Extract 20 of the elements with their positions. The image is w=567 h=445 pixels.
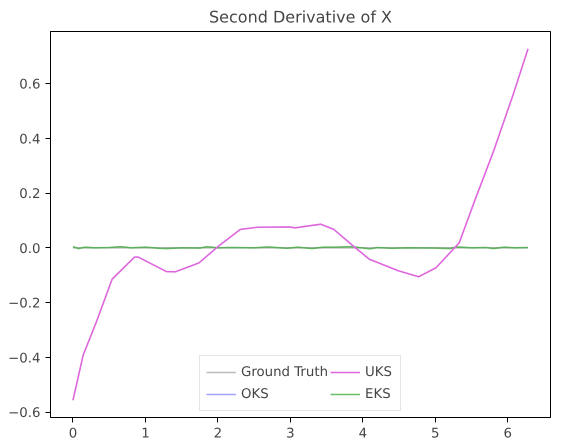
chart-title: Second Derivative of X	[208, 8, 392, 26]
line-series	[72, 48, 529, 402]
y-tick-label: 0.0	[19, 242, 41, 257]
x-tick-label: 3	[286, 426, 295, 442]
x-tick-label: 4	[358, 426, 368, 442]
legend-label: Ground Truth	[240, 364, 328, 380]
y-tick-label: −0.4	[8, 351, 41, 366]
x-tick-label: 0	[68, 426, 78, 442]
legend-label: EKS	[365, 386, 391, 402]
legend-label: OKS	[240, 386, 269, 402]
y-tick-label: −0.2	[8, 296, 41, 312]
y-tick-label: 0.2	[19, 187, 41, 202]
y-tick-label: 0.4	[19, 132, 41, 148]
x-tick-label: 2	[214, 426, 222, 442]
legend-label: UKS	[365, 364, 392, 380]
y-tick-label: −0.6	[8, 406, 41, 422]
y-tick-label: 0.6	[19, 78, 41, 93]
x-tick-label: 1	[141, 426, 150, 442]
x-tick-label: 6	[504, 426, 512, 442]
x-tick-label: 5	[431, 426, 440, 442]
